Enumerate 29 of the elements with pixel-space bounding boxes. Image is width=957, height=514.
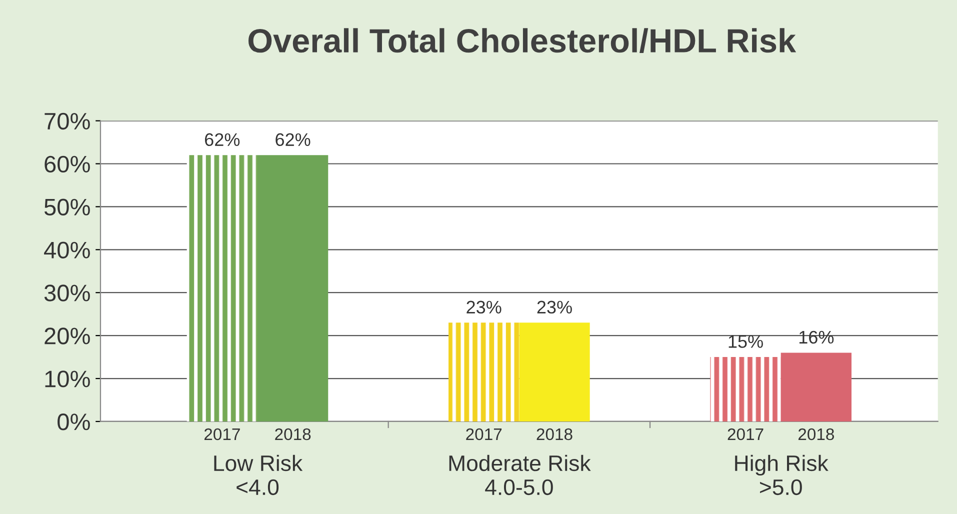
text: 2018 — [798, 428, 834, 440]
bar — [448, 322, 520, 422]
text: 23% — [537, 300, 572, 314]
chart-title: Overall Total Cholesterol/HDL Risk — [248, 28, 796, 53]
y-tick-label: 40% — [44, 242, 90, 258]
bar — [780, 352, 852, 422]
y-tick-label: 50% — [44, 198, 90, 216]
text: 15% — [728, 335, 763, 348]
text: 23% — [466, 300, 502, 314]
text: 2017 — [728, 428, 764, 440]
series-label: 2018 — [275, 428, 311, 440]
y-tick-label: 30% — [44, 284, 90, 302]
y-tick-label: 20% — [44, 328, 90, 344]
text: 2017 — [466, 428, 502, 440]
bar — [710, 357, 781, 422]
x-tick-label: Low Risk <4.0 — [214, 454, 303, 496]
bar — [186, 155, 258, 422]
text: 62% — [205, 133, 240, 146]
y-tick-label: 10% — [45, 370, 90, 388]
x-tick-label: High Risk >5.0 — [735, 454, 828, 496]
bar — [519, 322, 590, 422]
text: 62% — [276, 133, 310, 146]
bar — [257, 155, 328, 422]
series-label: 2017 — [204, 428, 240, 440]
y-tick-label: 60% — [44, 156, 90, 173]
y-tick-label: 0% — [58, 414, 90, 430]
x-tick-label: Moderate Risk 4.0-5.0 — [449, 454, 591, 496]
text: 2018 — [536, 428, 572, 440]
y-tick-label: 70% — [44, 112, 90, 130]
